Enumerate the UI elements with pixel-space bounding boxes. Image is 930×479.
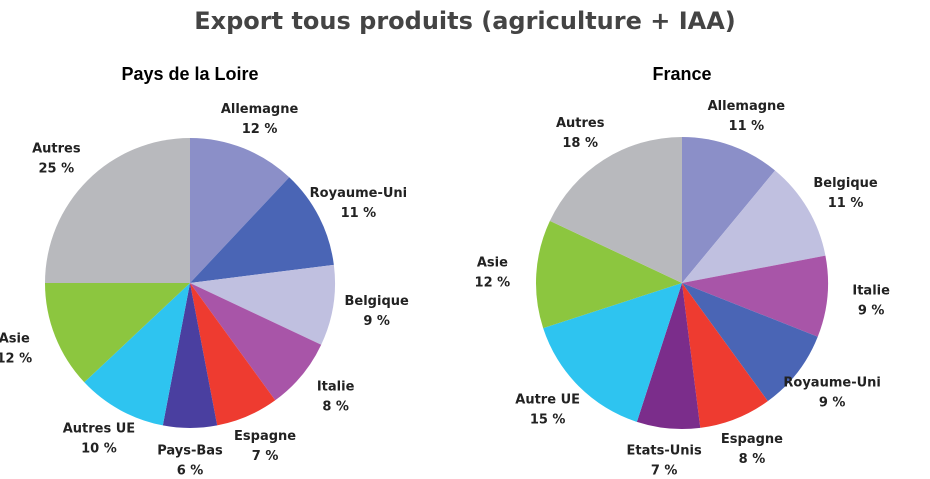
slice-label: Autres [556,116,605,131]
pie-slice [549,137,682,283]
slice-label: Asie [477,255,508,270]
slice-value-label: 18 % [562,136,598,151]
slice-value-label: 12 % [242,122,278,137]
slice-label: Autres [32,141,81,156]
pie-slice [190,264,335,345]
slice-value-label: 11 % [729,119,765,134]
chart-title: Export tous produits (agriculture + IAA) [194,7,736,35]
slice-label: Royaume-Uni [310,186,407,201]
slice-value-label: 7 % [252,449,279,464]
slice-label: Asie [0,332,30,347]
slice-value-label: 9 % [858,303,885,318]
pie-slice [190,283,322,401]
slice-label: Royaume-Uni [783,376,880,391]
slice-value-label: 15 % [530,412,566,427]
pie-title: Pays de la Loire [121,64,258,84]
slice-label: Belgique [345,294,410,309]
pie-slice [536,220,682,329]
slice-value-label: 9 % [363,314,390,329]
slice-value-label: 7 % [651,464,678,479]
slice-value-label: 11 % [341,206,377,221]
pie-slice [636,283,701,429]
slice-value-label: 8 % [739,452,766,467]
slice-label: Etats-Unis [627,444,702,459]
slice-label: Italie [317,379,355,394]
slice-value-label: 12 % [475,275,511,290]
pie-slice [682,283,818,402]
slice-label: Espagne [234,429,296,444]
pie-slice [682,170,826,283]
slice-value-label: 11 % [828,196,864,211]
slice-label: Allemagne [221,102,299,117]
pie-slice [190,138,290,283]
slice-value-label: 8 % [322,399,349,414]
slice-label: Espagne [721,432,783,447]
pie-slice [162,283,218,428]
slice-value-label: 25 % [39,161,75,176]
pie-slice [45,283,190,383]
slice-label: Pays-Bas [157,444,223,459]
pie-slice [190,177,334,283]
pie-slice [190,283,276,426]
pie-slice [682,283,768,428]
slice-value-label: 10 % [81,442,117,457]
pie-slice [543,283,682,422]
slice-label: Italie [852,283,890,298]
slice-label: Autre UE [515,392,580,407]
slice-label: Belgique [813,176,878,191]
slice-label: Autres UE [63,422,135,437]
pie-title: France [652,64,711,84]
pie-slice [682,137,776,283]
pie-slice [84,283,190,426]
pie-slice [682,255,828,337]
slice-value-label: 9 % [819,396,846,411]
slice-value-label: 6 % [177,464,204,479]
slice-value-label: 12 % [0,352,32,367]
slice-label: Allemagne [708,99,786,114]
pie-slice [45,138,190,283]
